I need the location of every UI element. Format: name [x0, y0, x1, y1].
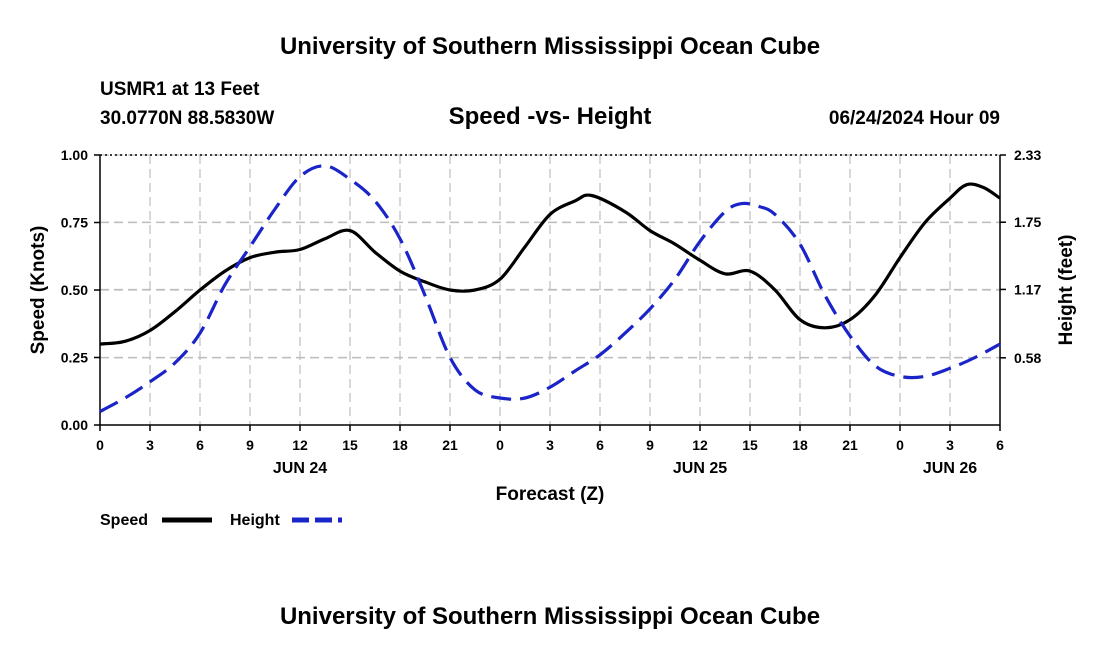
- y2-axis-title: Height (feet): [1056, 235, 1077, 346]
- y-axis-ticks: 0.00 0.25 0.50 0.75 1.00: [61, 147, 100, 433]
- legend-label-speed: Speed: [100, 512, 148, 529]
- x-tick-label: 15: [342, 437, 358, 453]
- datetime-label: 06/24/2024 Hour 09: [829, 108, 1000, 129]
- x-tick-label: 6: [596, 437, 604, 453]
- day-labels: JUN 24 JUN 25 JUN 26: [273, 460, 977, 477]
- x-axis-title: Forecast (Z): [496, 484, 605, 505]
- x-tick-label: 0: [96, 437, 104, 453]
- day-label: JUN 24: [273, 460, 327, 477]
- y-tick-label: 1.00: [61, 147, 88, 163]
- legend: Speed Height: [100, 512, 342, 529]
- x-tick-label: 21: [442, 437, 458, 453]
- y2-tick-label: 1.17: [1014, 281, 1041, 297]
- x-tick-label: 12: [292, 437, 308, 453]
- y2-tick-label: 1.75: [1014, 214, 1041, 230]
- x-tick-label: 3: [546, 437, 554, 453]
- grid: [100, 154, 1000, 425]
- y2-tick-label: 0.58: [1014, 350, 1041, 366]
- x-tick-label: 6: [996, 437, 1004, 453]
- x-tick-label: 18: [792, 437, 808, 453]
- x-tick-label: 18: [392, 437, 408, 453]
- y-tick-label: 0.75: [61, 215, 88, 231]
- x-tick-label: 0: [896, 437, 904, 453]
- x-axis-ticks: 0 3 6 9 12 15 18 21 0 3 6 9 12 15 18 21 0 3 6: [96, 425, 1004, 453]
- x-tick-label: 9: [246, 437, 254, 453]
- page-title: University of Southern Mississippi Ocean…: [280, 33, 820, 60]
- x-tick-label: 9: [646, 437, 654, 453]
- x-tick-label: 21: [842, 437, 858, 453]
- y-tick-label: 0.00: [61, 417, 88, 433]
- series-group: [99, 164, 1001, 413]
- day-label: JUN 26: [923, 460, 977, 477]
- series-line-speed: [99, 182, 1001, 346]
- x-tick-label: 12: [692, 437, 708, 453]
- y2-tick-label: 2.33: [1014, 147, 1041, 163]
- x-tick-label: 6: [196, 437, 204, 453]
- x-tick-label: 3: [146, 437, 154, 453]
- legend-label-height: Height: [230, 512, 280, 529]
- x-tick-label: 15: [742, 437, 758, 453]
- y2-axis-ticks: 0.58 1.17 1.75 2.33: [1000, 147, 1041, 366]
- x-tick-label: 3: [946, 437, 954, 453]
- footer-title: University of Southern Mississippi Ocean…: [280, 603, 820, 630]
- chart-title: Speed -vs- Height: [449, 103, 652, 130]
- y-tick-label: 0.50: [61, 282, 88, 298]
- series-line-height: [99, 164, 1001, 413]
- day-label: JUN 25: [673, 460, 727, 477]
- coords-label: 30.0770N 88.5830W: [100, 108, 274, 129]
- x-tick-label: 0: [496, 437, 504, 453]
- y-tick-label: 0.25: [61, 350, 88, 366]
- y-axis-title: Speed (Knots): [28, 226, 49, 355]
- station-label: USMR1 at 13 Feet: [100, 79, 260, 100]
